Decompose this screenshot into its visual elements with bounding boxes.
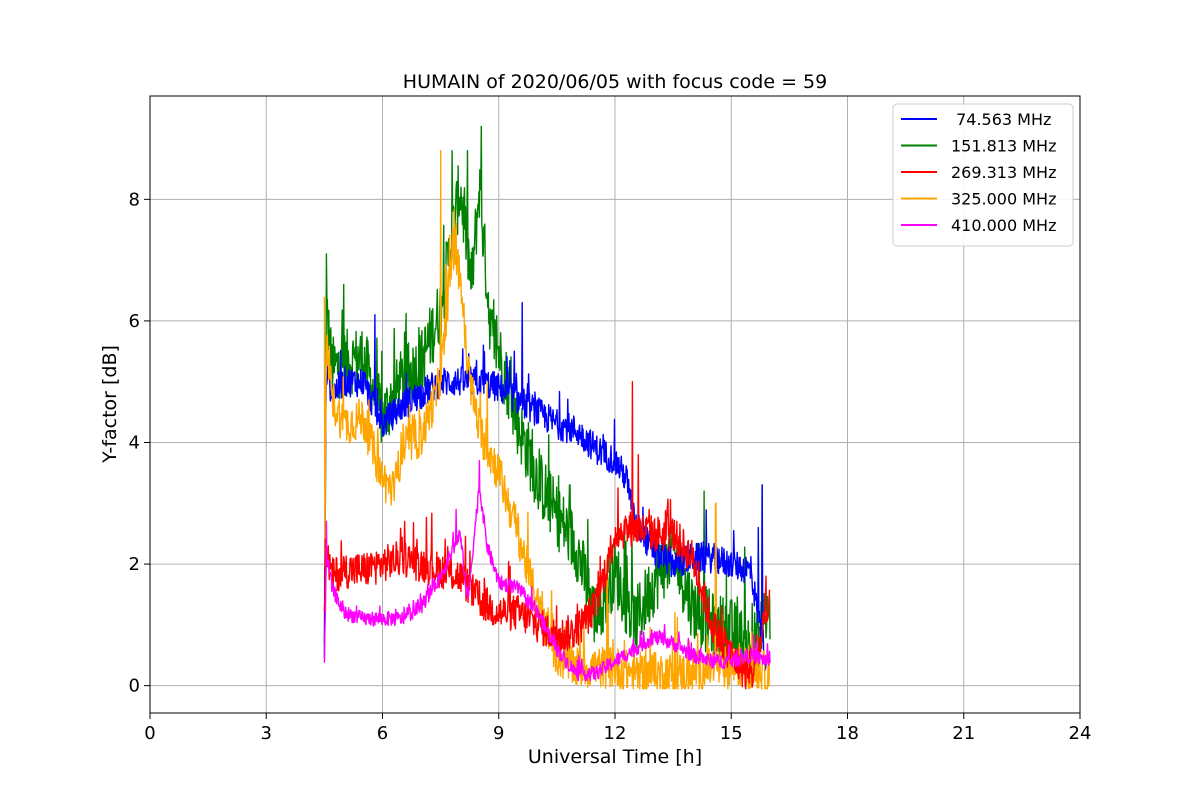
series-line-0 [323,302,767,671]
legend-entry: 269.313 MHz [951,163,1056,182]
y-tick-label: 0 [129,676,140,697]
legend-entry: 325.000 MHz [951,190,1056,209]
x-tick-label: 24 [1069,723,1092,744]
y-axis-label: Y-factor [dB] [99,345,121,464]
x-tick-label: 15 [720,723,743,744]
x-tick-label: 0 [144,723,155,744]
series-layer [323,125,771,690]
y-tick-label: 4 [129,432,140,453]
x-tick-label: 6 [377,723,388,744]
series-line-2 [323,381,771,690]
y-tick-label: 8 [129,189,140,210]
x-tick-label: 3 [261,723,272,744]
series-line-4 [323,460,771,682]
x-tick-label: 21 [952,723,975,744]
legend-entry: 151.813 MHz [951,137,1056,156]
legend-entry: 74.563 MHz [951,110,1051,129]
y-tick-label: 2 [129,554,140,575]
chart-title: HUMAIN of 2020/06/05 with focus code = 5… [403,71,827,93]
legend-box [892,103,1074,247]
x-tick-label: 9 [493,723,504,744]
x-tick-label: 18 [836,723,859,744]
x-axis-label: Universal Time [h] [528,746,702,768]
legend: 74.563 MHz 151.813 MHz 269.313 MHz 325.000 … [892,103,1074,247]
y-tick-label: 6 [129,311,140,332]
legend-entry: 410.000 MHz [951,216,1056,235]
x-tick-label: 12 [604,723,627,744]
